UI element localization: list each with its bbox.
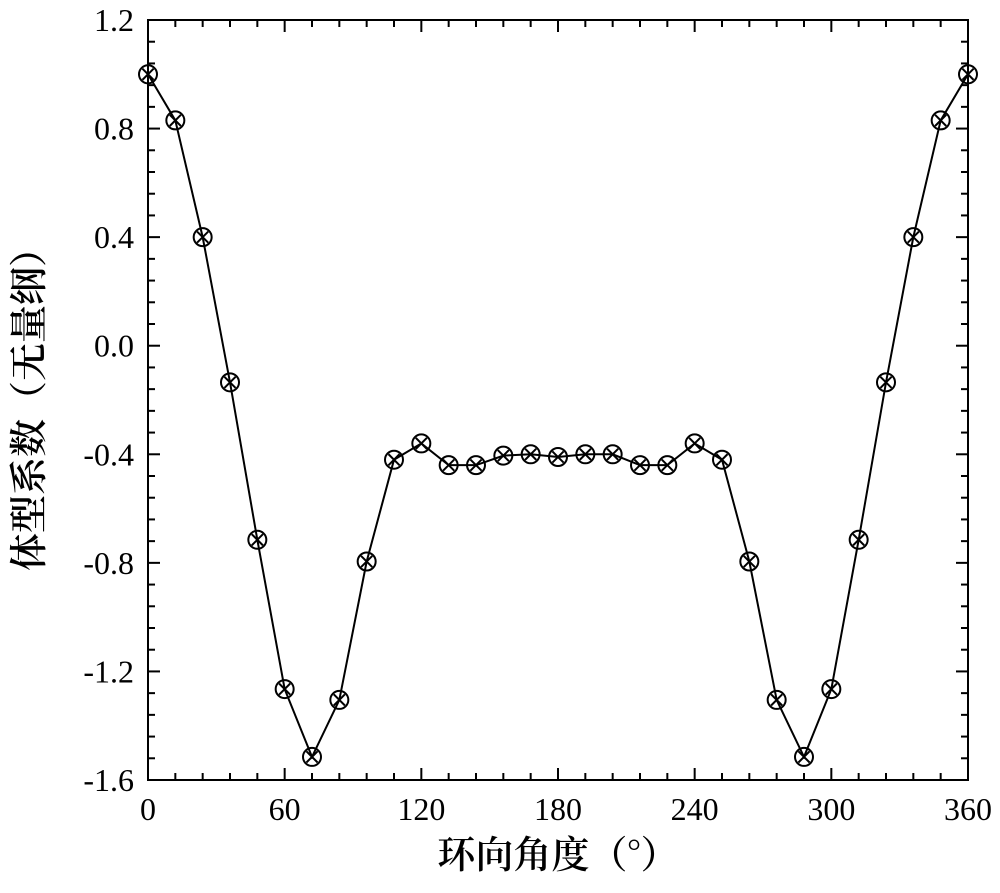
x-tick-label: 240 [671,791,719,827]
data-marker [358,553,376,571]
y-tick-label: -0.4 [83,436,134,472]
x-tick-label: 360 [944,791,992,827]
data-marker [768,691,786,709]
y-tick-label: -1.2 [83,653,134,689]
x-tick-label: 120 [397,791,445,827]
data-line [148,74,968,757]
data-marker [850,531,868,549]
y-tick-label: -0.8 [83,545,134,581]
y-tick-label: 0.4 [94,219,134,255]
plot-border [148,20,968,780]
data-marker [822,680,840,698]
x-tick-label: 60 [269,791,301,827]
y-tick-label: -1.6 [83,762,134,798]
x-tick-label: 0 [140,791,156,827]
y-tick-label: 1.2 [94,2,134,38]
data-marker [713,451,731,469]
data-marker [166,111,184,129]
x-tick-label: 300 [807,791,855,827]
line-chart: 0 60 120 180 240 300 360 -1.6 -1.2 -0.8 -0.4 0.0 0.4… [0,0,1000,893]
y-tick-label: 0.8 [94,111,134,147]
data-marker [412,434,430,452]
data-marker [194,228,212,246]
data-marker [276,680,294,698]
data-marker [385,451,403,469]
data-marker [303,748,321,766]
data-marker [795,748,813,766]
data-marker [904,228,922,246]
chart-container: 0 60 120 180 240 300 360 -1.6 -1.2 -0.8 -0.4 0.0 0.4… [0,0,1000,893]
data-marker [330,691,348,709]
x-axis-title: 环向角度（°） [437,824,678,879]
x-tick-label: 180 [534,791,582,827]
y-tick-label: 0.0 [94,328,134,364]
data-marker [740,553,758,571]
data-marker [221,373,239,391]
data-marker [248,531,266,549]
data-marker [877,373,895,391]
data-marker [932,111,950,129]
data-marker [686,434,704,452]
y-axis-title: 体型系数（无量纲） [0,229,53,571]
